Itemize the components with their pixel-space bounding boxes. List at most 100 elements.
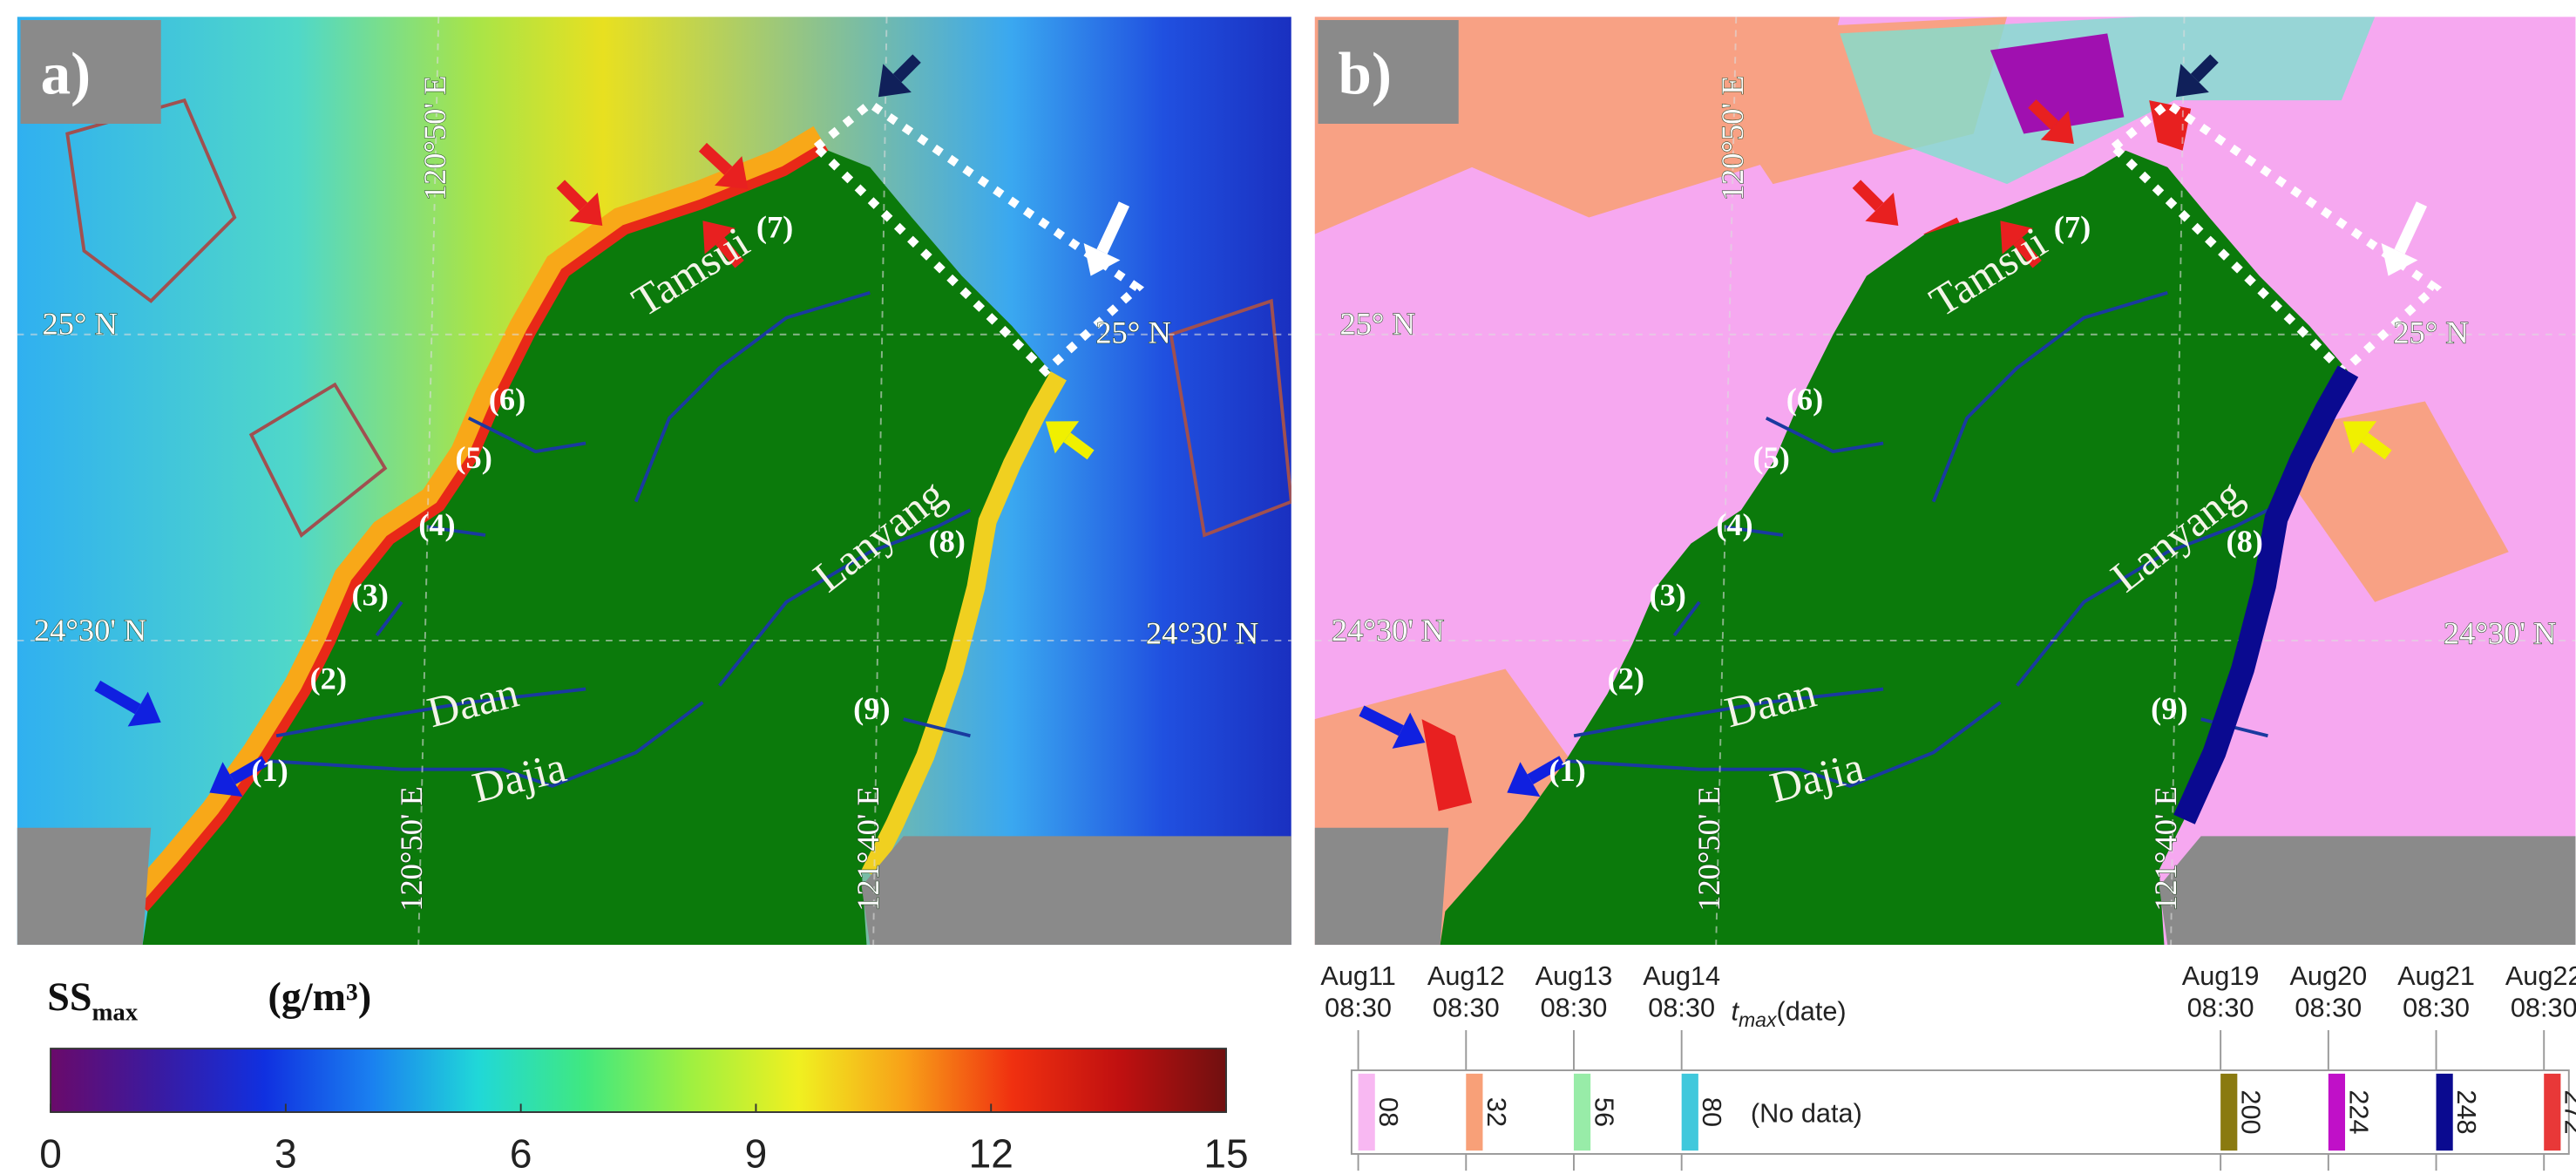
- arrow-head: [209, 762, 243, 797]
- no-data-label: (No data): [1751, 1098, 1862, 1129]
- date-tick-date: Aug22: [2505, 960, 2576, 991]
- arrow-shaft: [2190, 54, 2219, 83]
- map-label: 24°30' N: [1146, 616, 1258, 651]
- class-swatch: [1681, 1073, 1698, 1151]
- map-label: (8): [928, 524, 966, 559]
- panel-label: b): [1339, 39, 1392, 106]
- colorbar-title-main: SS: [47, 974, 92, 1019]
- map-label: (9): [853, 691, 891, 726]
- map-label: (6): [1786, 382, 1823, 417]
- colorbar-tick-label: 3: [275, 1130, 297, 1174]
- class-label: 224: [2343, 1089, 2374, 1134]
- map-label: (3): [1649, 578, 1686, 613]
- panel-label-box: [1318, 20, 1459, 124]
- colorbar-title-sub: max: [92, 998, 138, 1026]
- colorbar-unit: (g/m³): [268, 974, 372, 1019]
- class-swatch: [2544, 1073, 2561, 1151]
- map-label: 25° N: [1339, 307, 1414, 342]
- date-tick-date: Aug20: [2289, 960, 2367, 991]
- date-tick-date: Aug19: [2182, 960, 2260, 991]
- date-tick-time: 08:30: [1541, 993, 1608, 1023]
- arrow-head: [1392, 712, 1426, 749]
- class-swatch: [1573, 1073, 1591, 1151]
- arrow-head: [2175, 64, 2209, 98]
- arrow-head: [2040, 111, 2074, 145]
- arrow-head: [1045, 421, 1080, 454]
- class-swatch: [1466, 1073, 1483, 1151]
- colorbar-tick-label: 15: [1203, 1130, 1248, 1174]
- map-label: (5): [455, 440, 492, 475]
- map-label: 121°40' E: [851, 786, 885, 912]
- arrow-shaft: [1527, 756, 1566, 785]
- arrow-head: [1507, 762, 1541, 797]
- timeline-title: tmax(date): [1731, 995, 1846, 1031]
- arrow-head: [569, 193, 603, 227]
- colorbar-tick-label: 9: [745, 1130, 768, 1174]
- map-label: 120°50' E: [1715, 76, 1750, 201]
- date-tick-date: Aug13: [1535, 960, 1613, 991]
- colorbar: [50, 1048, 1227, 1113]
- map-label: (2): [1607, 662, 1644, 696]
- date-tick-date: Aug11: [1320, 960, 1395, 991]
- map-label: 24°30' N: [34, 613, 146, 648]
- class-swatch: [1358, 1073, 1375, 1151]
- colorbar-tick-label: 6: [510, 1130, 532, 1174]
- map-label: (4): [418, 507, 455, 542]
- date-tick-date: Aug21: [2397, 960, 2475, 991]
- map-label: (2): [309, 662, 347, 696]
- timeline-box: [1350, 1069, 2570, 1155]
- arrow-shaft: [1359, 705, 1404, 736]
- arrow-head: [2342, 421, 2377, 454]
- map-label: 25° N: [1095, 315, 1170, 349]
- arrow-shaft: [1063, 432, 1095, 460]
- date-tick-time: 08:30: [1325, 993, 1392, 1023]
- arrow-shaft: [556, 180, 588, 212]
- panel-label: a): [41, 39, 92, 106]
- arrow-shaft: [94, 680, 141, 715]
- arrow-head: [2381, 243, 2418, 276]
- class-swatch: [2220, 1073, 2238, 1151]
- map-label: (3): [351, 578, 388, 613]
- map-label: 121°40' E: [2148, 786, 2183, 912]
- legends: SSmax (g/m³)0 3 6 9 12 15Aug1108:30Aug1208:30A…: [39, 960, 2576, 1174]
- class-swatch: [2328, 1073, 2346, 1151]
- arrow-shaft: [2394, 201, 2428, 254]
- colorbar-tick-label: 0: [39, 1130, 62, 1174]
- map-label: 24°30' N: [2444, 616, 2556, 651]
- arrow-head: [715, 156, 749, 189]
- class-swatch: [2436, 1073, 2453, 1151]
- title-t: t: [1731, 995, 1739, 1026]
- arrow-shaft: [1096, 201, 1130, 254]
- map-label: 25° N: [42, 307, 117, 342]
- map-label: (1): [1549, 753, 1586, 788]
- title-sub: max: [1739, 1008, 1778, 1031]
- arrows: [94, 54, 2428, 797]
- class-label: 56: [1589, 1097, 1619, 1127]
- arrow-head: [702, 221, 736, 254]
- map-a: [17, 17, 1291, 946]
- arrow-head: [2000, 221, 2033, 254]
- map-label: (1): [251, 753, 288, 788]
- date-tick-time: 08:30: [1648, 993, 1715, 1023]
- colorbar-tick-label: 12: [969, 1130, 1013, 1174]
- map-label: (9): [2151, 691, 2188, 726]
- arrow-shaft: [2013, 237, 2042, 268]
- class-label: 248: [2451, 1089, 2482, 1134]
- map-label: (6): [489, 382, 526, 417]
- arrow-shaft: [892, 54, 921, 83]
- map-label: (5): [1752, 440, 1789, 475]
- map-label: 24°30' N: [1332, 613, 1444, 648]
- date-tick-time: 08:30: [1433, 993, 1500, 1023]
- panel-label-box: [20, 20, 161, 124]
- map-label: (8): [2226, 524, 2263, 559]
- arrow-head: [1083, 243, 1121, 276]
- map-label: (4): [1716, 507, 1753, 542]
- arrow-head: [1865, 193, 1899, 227]
- map-label: (7): [2054, 209, 2091, 244]
- date-tick-date: Aug14: [1643, 960, 1720, 991]
- colorbar-title: SSmax: [47, 974, 139, 1027]
- class-label: 200: [2236, 1089, 2267, 1134]
- map-label: 25° N: [2393, 315, 2468, 349]
- class-label: 80: [1697, 1097, 1727, 1127]
